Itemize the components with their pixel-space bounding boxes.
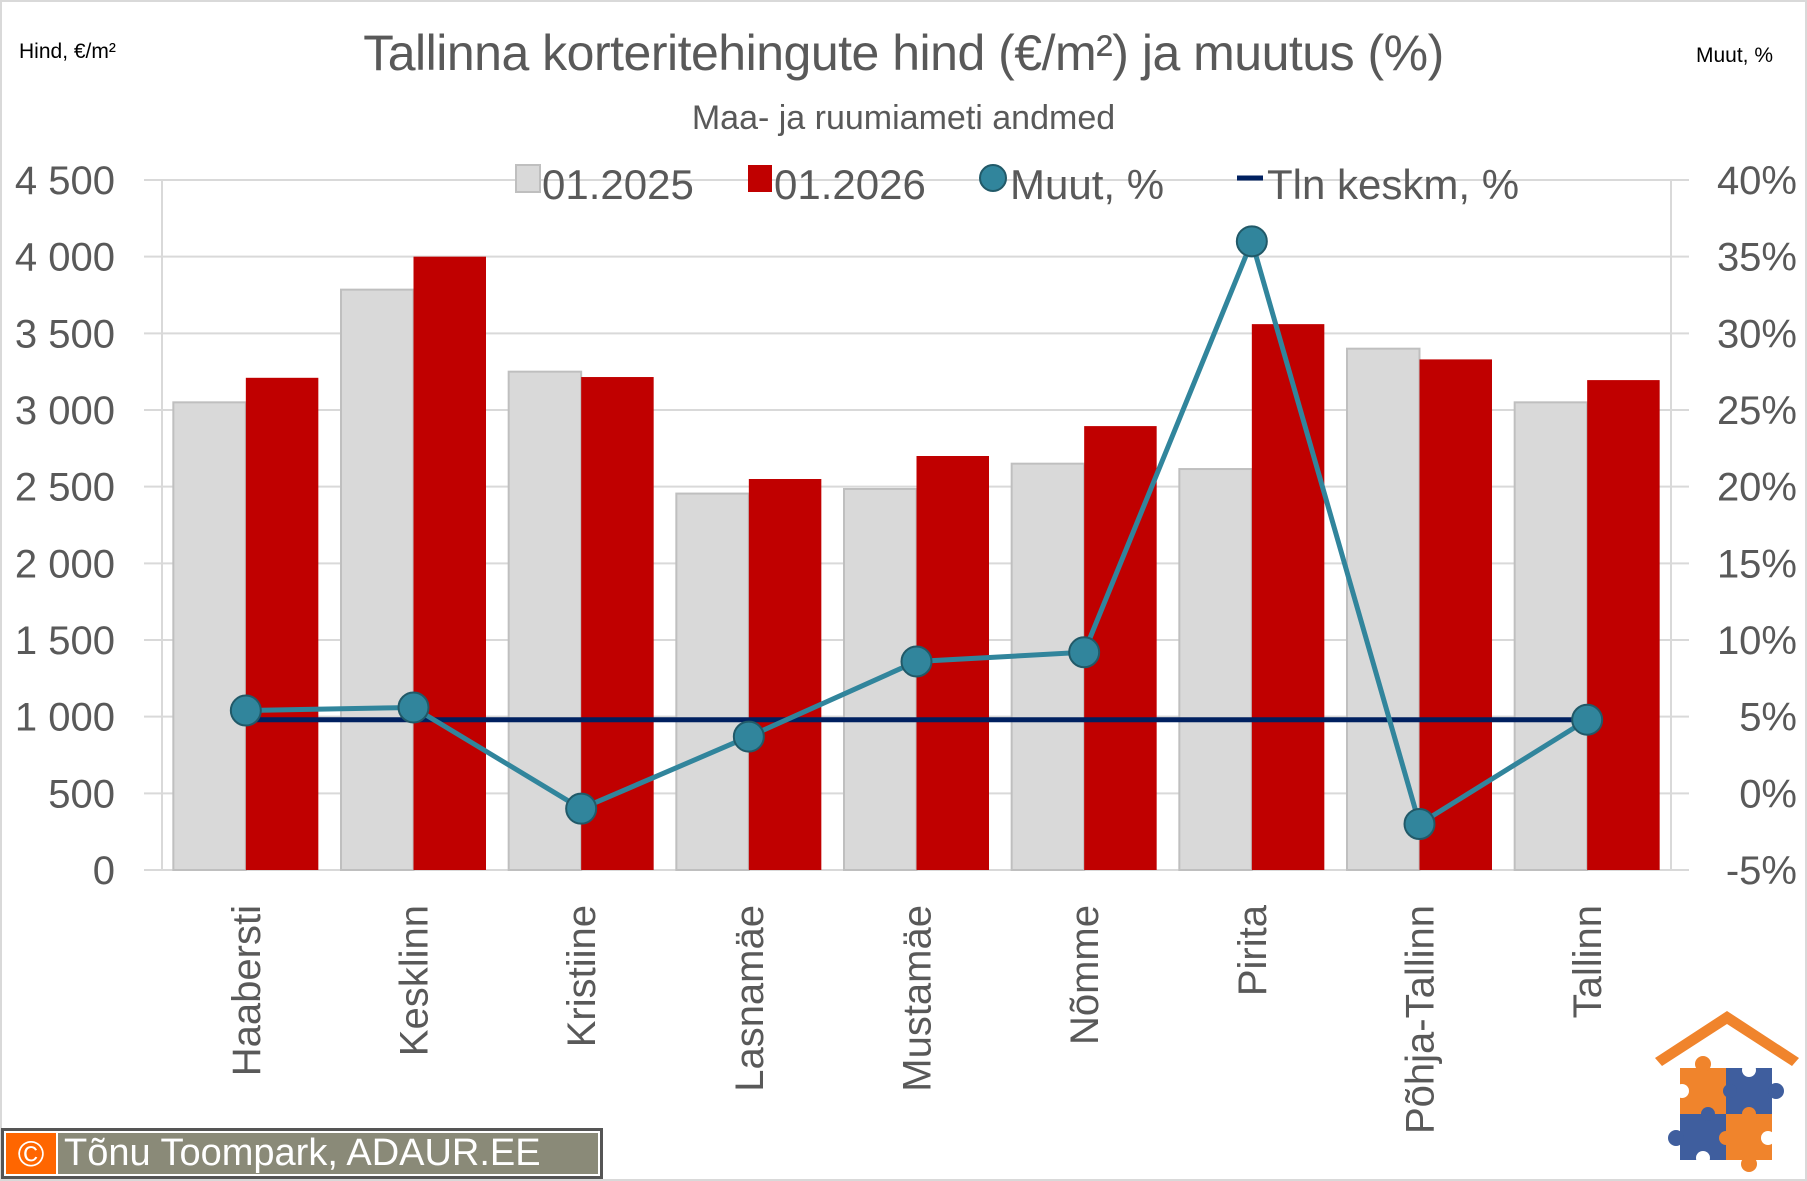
- adaur-logo-icon: [1655, 1011, 1799, 1172]
- copyright-badge: © Tõnu Toompark, ADAUR.EE: [1, 1128, 603, 1179]
- left-axis-title: Hind, €/m²: [19, 40, 116, 63]
- bar-2025: [507, 370, 583, 871]
- bar-2025: [172, 401, 247, 871]
- legend-label: Muut, %: [1010, 161, 1164, 208]
- right-tick-label: 5%: [1739, 696, 1797, 740]
- bar-2026: [1251, 324, 1325, 871]
- change-marker: [1571, 703, 1604, 736]
- bar-2025: [675, 492, 750, 871]
- copyright-inner: © Tõnu Toompark, ADAUR.EE: [4, 1131, 600, 1176]
- legend-marker: [979, 164, 1007, 192]
- left-tick-label: 500: [48, 772, 115, 816]
- change-marker: [1068, 636, 1101, 669]
- change-marker: [900, 645, 933, 678]
- right-tick-label: 20%: [1717, 466, 1797, 510]
- left-axis-ticks: 0 500 1 000 1 500 2 000 2 500 3 000 3 500 4 000 4…: [15, 159, 115, 893]
- x-axis-label: Haabersti: [225, 905, 269, 1076]
- x-axis-label: Tallinn: [1566, 905, 1610, 1018]
- chart-subtitle: Maa- ja ruumiameti andmed: [691, 99, 1116, 137]
- x-axis-label: Mustamäe: [896, 905, 940, 1092]
- x-axis-label: Nõmme: [1063, 905, 1107, 1045]
- right-tick-label: 25%: [1717, 389, 1797, 433]
- bar-2025: [1010, 462, 1086, 871]
- bar-2026: [1587, 380, 1660, 870]
- x-axis-label: Põhja-Tallinn: [1399, 905, 1443, 1134]
- left-tick-label: 0: [93, 849, 115, 893]
- x-axis-label: Pirita: [1231, 904, 1275, 996]
- legend-label: Tln keskm, %: [1267, 161, 1519, 208]
- bar-series: [172, 256, 1660, 871]
- left-tick-label: 1 500: [15, 619, 115, 663]
- legend-label: 01.2026: [774, 161, 926, 208]
- right-tick-label: 35%: [1717, 236, 1797, 280]
- left-tick-label: 3 000: [15, 389, 115, 433]
- line-series: [229, 225, 1604, 840]
- bar-2026: [748, 479, 822, 870]
- chart-title: Tallinna korteritehingute hind (€/m²) ja…: [363, 25, 1444, 81]
- bar-2026: [413, 256, 486, 871]
- left-tick-label: 3 500: [15, 312, 115, 356]
- right-tick-label: 15%: [1717, 542, 1797, 586]
- axes: [161, 180, 1672, 870]
- bar-2026: [581, 377, 654, 870]
- bar-2026: [1419, 359, 1492, 870]
- right-axis-title: Muut, %: [1695, 44, 1773, 67]
- legend: 01.2025 01.2026 Muut, % Tln keskm, %: [515, 161, 1519, 208]
- change-marker: [565, 792, 598, 825]
- change-marker: [1403, 808, 1436, 840]
- bar-2025: [340, 288, 415, 871]
- x-axis-label: Lasnamäe: [728, 905, 772, 1092]
- change-marker: [397, 691, 430, 724]
- left-tick-label: 4 000: [15, 236, 115, 280]
- x-axis-label: Kesklinn: [393, 905, 437, 1056]
- logo-roof-icon: [1655, 1011, 1799, 1066]
- left-tick-label: 4 500: [15, 159, 115, 203]
- right-axis-ticks: -5% 0% 5% 10% 15% 20% 25% 30% 35% 40%: [1717, 159, 1797, 893]
- x-axis-labels: Haabersti Kesklinn Kristiine Lasnamäe Mustam…: [225, 904, 1610, 1134]
- right-tick-label: 10%: [1717, 619, 1797, 663]
- left-tick-label: 1 000: [15, 696, 115, 740]
- left-tick-label: 2 500: [15, 466, 115, 510]
- change-marker: [732, 720, 765, 753]
- legend-swatch: [515, 164, 541, 193]
- bar-2025: [1513, 401, 1589, 871]
- bar-2025: [1178, 468, 1253, 871]
- right-tick-label: 0%: [1739, 772, 1797, 816]
- copyright-icon: ©: [6, 1133, 58, 1174]
- copyright-text: Tõnu Toompark, ADAUR.EE: [64, 1132, 541, 1174]
- change-marker: [1235, 225, 1268, 258]
- right-tick-label: 40%: [1717, 159, 1797, 203]
- right-tick-label: 30%: [1717, 312, 1797, 356]
- bar-2026: [245, 377, 319, 870]
- left-tick-label: 2 000: [15, 542, 115, 586]
- legend-label: 01.2025: [542, 161, 694, 208]
- change-marker: [229, 694, 262, 727]
- right-tick-label: -5%: [1726, 849, 1797, 893]
- legend-swatch: [748, 165, 772, 192]
- x-axis-label: Kristiine: [560, 905, 604, 1047]
